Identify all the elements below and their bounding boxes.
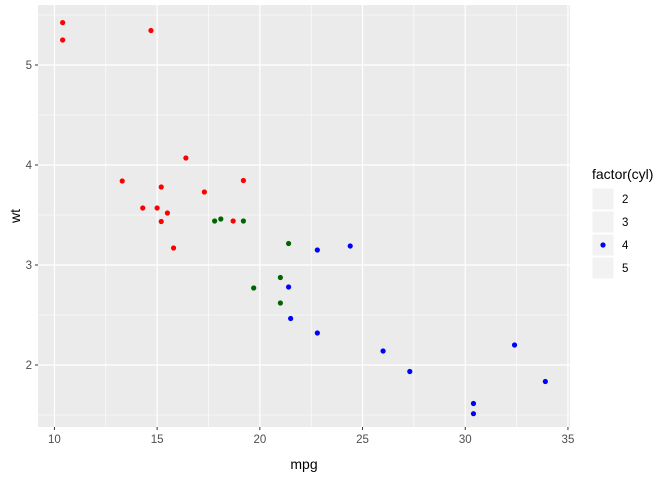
data-point [60,20,66,26]
data-point [230,218,236,224]
data-point [240,177,247,184]
legend-label: 2 [622,194,628,206]
data-point [314,247,320,253]
legend-key [591,187,615,211]
data-point [170,245,177,251]
grid-lines [38,5,570,427]
x-axis-title: mpg [290,456,317,472]
legend-label: 3 [622,217,628,229]
x-tick-label: 20 [253,434,266,446]
data-point [380,348,386,354]
legend-label: 5 [622,263,628,275]
data-point [212,218,218,224]
data-point [60,37,66,43]
data-point [201,189,207,195]
y-tick-label: 3 [26,260,32,272]
data-point [154,205,160,211]
data-point [347,243,353,249]
data-point [119,178,125,184]
data-point [511,342,518,348]
data-point [140,205,146,211]
x-tick-label: 30 [459,434,472,446]
data-point [158,184,164,190]
data-point [285,240,292,247]
plot-panel [38,5,570,427]
data-point [314,330,320,336]
data-point [288,315,294,322]
data-point [158,218,164,225]
legend-key [591,210,615,234]
legend-key [591,256,615,280]
x-tick-label: 35 [562,434,575,446]
data-point [148,27,154,34]
x-axis-ticks: 10 15 20 25 30 35 [48,427,574,446]
data-point [164,210,171,216]
legend-title: factor(cyl) [592,166,653,182]
data-point [285,284,292,290]
data-point [277,300,283,306]
y-axis-ticks: 2 3 4 5 [26,60,38,372]
x-tick-label: 10 [48,434,61,446]
x-tick-label: 15 [151,434,164,446]
legend-key-point [600,242,606,248]
data-point [183,155,189,161]
y-tick-label: 4 [26,160,33,172]
data-points [60,20,548,417]
data-point [251,285,257,291]
data-point [240,218,247,224]
data-point [277,274,283,281]
data-point [407,368,413,375]
x-tick-label: 25 [356,434,369,446]
y-tick-label: 5 [26,60,32,72]
legend-label: 4 [622,240,629,252]
y-tick-label: 2 [26,360,32,372]
data-point [542,378,548,385]
data-point [470,400,477,407]
legend: factor(cyl) 2 3 4 5 [591,166,653,280]
data-point [470,411,477,417]
y-axis-title: wt [7,209,23,224]
data-point [218,216,224,222]
